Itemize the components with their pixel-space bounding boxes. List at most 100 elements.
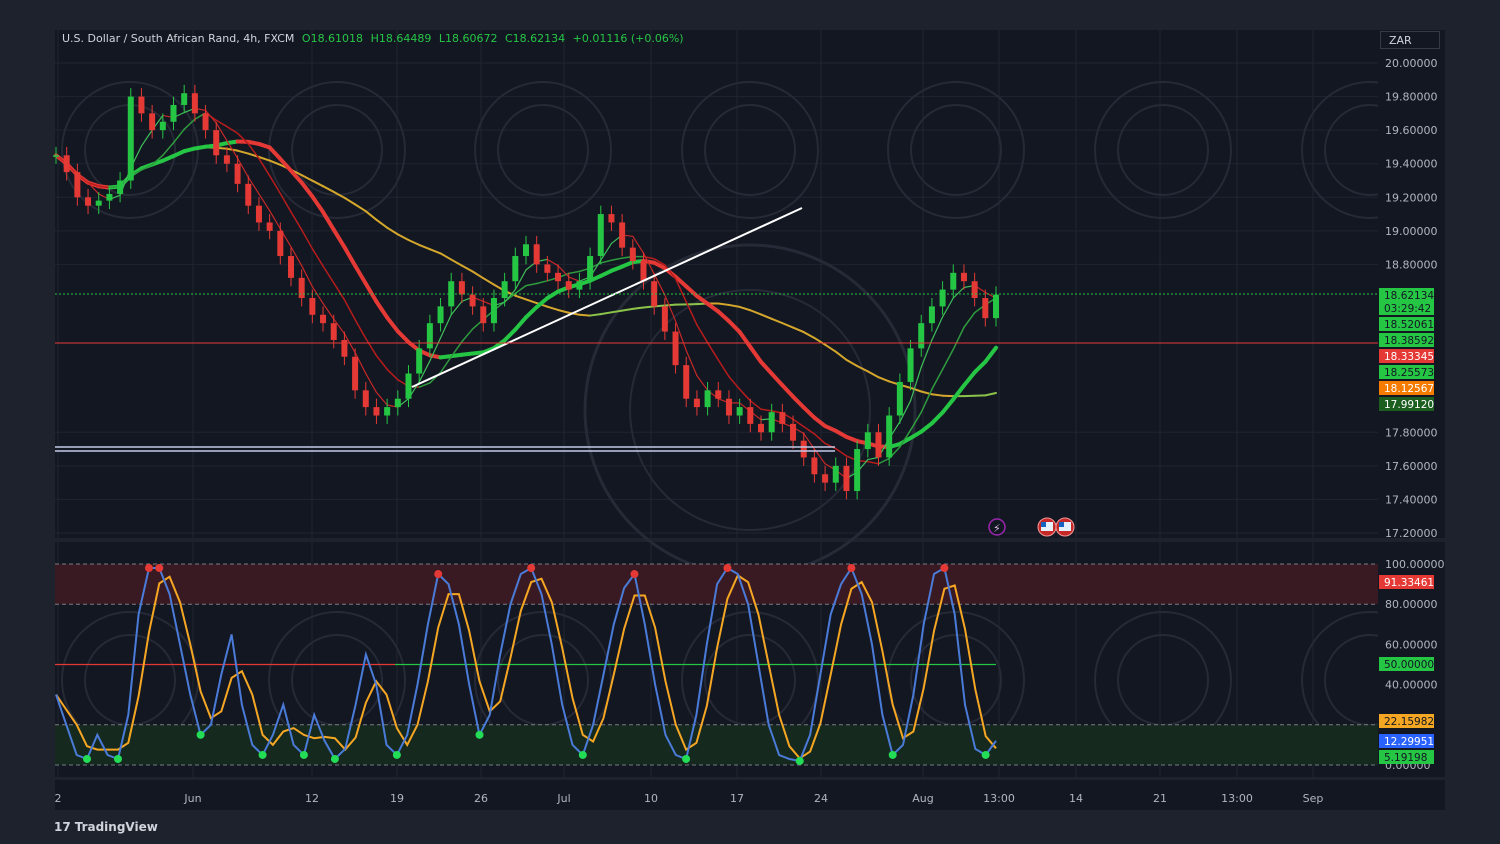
candle-body bbox=[960, 272, 967, 282]
tradingview-brand[interactable]: 17 TradingView bbox=[54, 820, 158, 834]
moving-average-line bbox=[363, 281, 379, 304]
moving-average-line bbox=[557, 308, 570, 314]
moving-average-line bbox=[802, 331, 816, 339]
candle-body bbox=[191, 93, 198, 114]
moving-average-line bbox=[748, 344, 763, 364]
watermark-seal bbox=[704, 104, 796, 196]
legend-close: C18.62134 bbox=[504, 32, 566, 45]
stoch-peak-dot bbox=[723, 564, 732, 573]
moving-average-line bbox=[908, 429, 924, 441]
candle-body bbox=[384, 407, 391, 416]
stoch-peak-dot bbox=[847, 564, 856, 573]
moving-average-line bbox=[673, 274, 689, 289]
stoch-trough-dot bbox=[196, 730, 205, 739]
candle-body bbox=[277, 230, 284, 257]
candle-body bbox=[896, 381, 903, 416]
candle-body bbox=[341, 339, 348, 357]
moving-average-line bbox=[407, 238, 421, 246]
moving-average-line bbox=[267, 145, 283, 161]
moving-average-line bbox=[386, 226, 399, 236]
oversold-zone bbox=[55, 724, 1378, 765]
candle-body bbox=[939, 289, 946, 307]
moving-average-line bbox=[867, 460, 880, 465]
price-pane[interactable] bbox=[55, 30, 1445, 538]
moving-average-line bbox=[631, 306, 645, 310]
moving-average-line bbox=[685, 301, 698, 326]
moving-average-line bbox=[856, 365, 869, 373]
candle-body bbox=[565, 281, 572, 290]
moving-average-line bbox=[931, 368, 944, 391]
moving-average-line bbox=[450, 340, 463, 358]
moving-average-line bbox=[439, 314, 452, 339]
moving-average-line bbox=[439, 356, 452, 374]
moving-average-line bbox=[514, 269, 527, 291]
moving-average-line bbox=[941, 297, 954, 318]
moving-average-line bbox=[226, 125, 239, 135]
stoch-trough-dot bbox=[258, 750, 267, 759]
candle-body bbox=[993, 294, 999, 319]
moving-average-line bbox=[385, 315, 400, 334]
symbol-legend[interactable]: U.S. Dollar / South African Rand, 4h, FX… bbox=[62, 32, 688, 45]
candle-body bbox=[138, 96, 145, 114]
stoch-axis-label-text: 12.29951 bbox=[1384, 736, 1434, 748]
price-axis-label-text: 17.99120 bbox=[1384, 399, 1434, 411]
stoch-trough-dot bbox=[888, 750, 897, 759]
moving-average-line bbox=[770, 317, 784, 325]
price-axis-label-bg bbox=[1379, 349, 1434, 363]
moving-average-line bbox=[269, 210, 281, 230]
price-axis-label: 18.38592 bbox=[1379, 333, 1434, 347]
candle-body bbox=[811, 457, 818, 475]
stoch-axis-label-text: 50.00000 bbox=[1384, 659, 1434, 671]
candle-body bbox=[747, 407, 754, 424]
moving-average-line bbox=[972, 359, 988, 375]
moving-average-line bbox=[557, 265, 570, 278]
moving-average-line bbox=[696, 375, 709, 391]
moving-average-line bbox=[545, 289, 561, 301]
stoch-peak-dot bbox=[144, 564, 153, 573]
stoch-axis-label-text: 5.19198 bbox=[1384, 752, 1427, 764]
stoch-axis-label-bg bbox=[1379, 734, 1434, 748]
moving-average-line bbox=[375, 354, 388, 371]
moving-average-line bbox=[696, 324, 709, 344]
moving-average-line bbox=[513, 315, 528, 332]
moving-average-line bbox=[311, 179, 325, 188]
moving-average-line bbox=[87, 181, 100, 187]
candle-body bbox=[672, 331, 679, 366]
stoch-axis-tick: 100.00000 bbox=[1385, 558, 1445, 571]
moving-average-line bbox=[610, 309, 624, 314]
moving-average-line bbox=[845, 358, 859, 368]
moving-average-line bbox=[760, 313, 773, 320]
moving-average-line bbox=[395, 329, 411, 345]
candle-body bbox=[790, 423, 797, 441]
moving-average-line bbox=[780, 383, 796, 399]
watermark-seal bbox=[61, 81, 199, 219]
moving-average-line bbox=[663, 303, 677, 307]
candle-body bbox=[320, 314, 327, 324]
moving-average-line bbox=[737, 329, 753, 349]
price-axis-tick: 19.00000 bbox=[1385, 225, 1438, 238]
price-axis-tick: 17.20000 bbox=[1385, 527, 1438, 540]
candle-body bbox=[693, 398, 700, 408]
candle-body bbox=[490, 298, 497, 324]
moving-average-line bbox=[236, 157, 249, 178]
price-axis-label-bg bbox=[1379, 365, 1434, 379]
stoch-axis-label: 22.15982 bbox=[1379, 714, 1434, 728]
moving-average-line bbox=[621, 307, 634, 312]
candle-body bbox=[170, 104, 177, 122]
currency-selector[interactable]: ZAR bbox=[1380, 31, 1440, 49]
candle-body bbox=[149, 113, 156, 131]
stoch-axis-label: 5.19198 bbox=[1379, 750, 1434, 764]
trendline bbox=[411, 207, 803, 388]
moving-average-line bbox=[653, 273, 666, 296]
time-axis-tick: Sep bbox=[1303, 792, 1324, 805]
price-axis-label-bg bbox=[1379, 397, 1434, 411]
stoch-trough-dot bbox=[330, 754, 339, 763]
moving-average-line bbox=[599, 311, 613, 316]
time-axis-tick: 13:00 bbox=[1221, 792, 1253, 805]
moving-average-line bbox=[300, 174, 314, 182]
x-axis[interactable] bbox=[55, 780, 1445, 810]
moving-average-line bbox=[919, 421, 934, 434]
moving-average-line bbox=[428, 248, 442, 255]
moving-average-line bbox=[727, 303, 741, 308]
